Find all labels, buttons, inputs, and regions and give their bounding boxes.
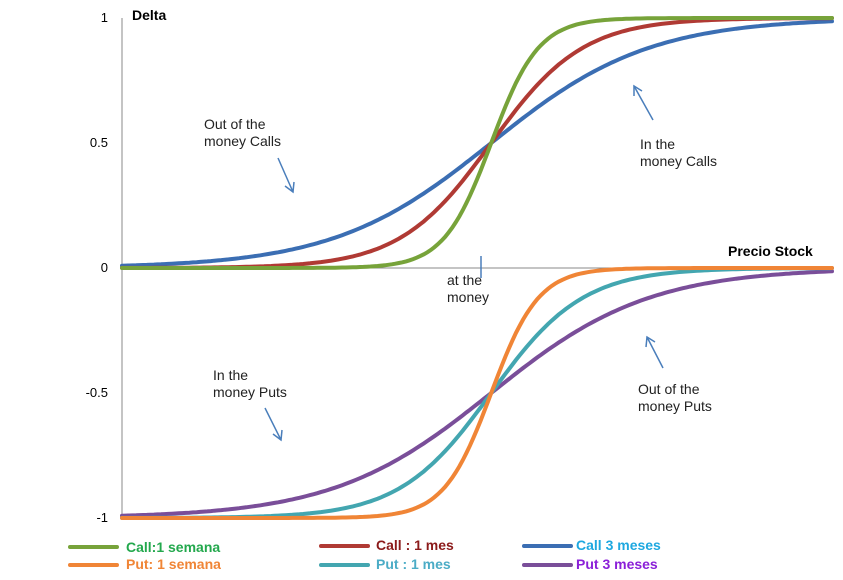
legend-label-call-1w: Call:1 semana	[126, 539, 220, 555]
annotation-atm: at the money	[447, 272, 489, 305]
y-tick-label: 0.5	[90, 135, 108, 150]
y-tick-label: 1	[101, 10, 108, 25]
series-line-call-3m	[120, 19, 834, 268]
annotation-itm-puts: In the money Puts	[213, 367, 287, 400]
series-line-put-3m	[120, 269, 834, 518]
legend-label-put-1m: Put : 1 mes	[376, 556, 451, 572]
annotation-otm-puts: Out of the money Puts	[638, 381, 712, 414]
series-group	[120, 16, 834, 520]
arrow-otm-puts	[645, 335, 664, 369]
legend-label-put-3m: Put 3 meses	[576, 556, 658, 572]
y-tick-label: -1	[96, 510, 108, 525]
legend-label-call-3m: Call 3 meses	[576, 537, 661, 553]
arrow-itm-calls	[633, 84, 654, 121]
annotation-otm-calls: Out of the money Calls	[204, 116, 281, 149]
series-line-call-1w	[120, 16, 834, 270]
y-axis-title: Delta	[132, 7, 166, 23]
annotation-itm-calls: In the money Calls	[640, 136, 717, 169]
legend-label-put-1w: Put: 1 semana	[126, 556, 221, 572]
x-axis-title: Precio Stock	[728, 243, 813, 259]
series-line-put-1w	[120, 266, 834, 520]
legend: Call:1 semana Put: 1 semana Call : 1 mes…	[68, 537, 661, 572]
arrow-itm-puts	[264, 407, 283, 442]
y-tick-label: 0	[101, 260, 108, 275]
y-tick-label: -0.5	[86, 385, 108, 400]
arrow-otm-calls	[277, 157, 295, 194]
legend-label-call-1m: Call : 1 mes	[376, 537, 454, 553]
